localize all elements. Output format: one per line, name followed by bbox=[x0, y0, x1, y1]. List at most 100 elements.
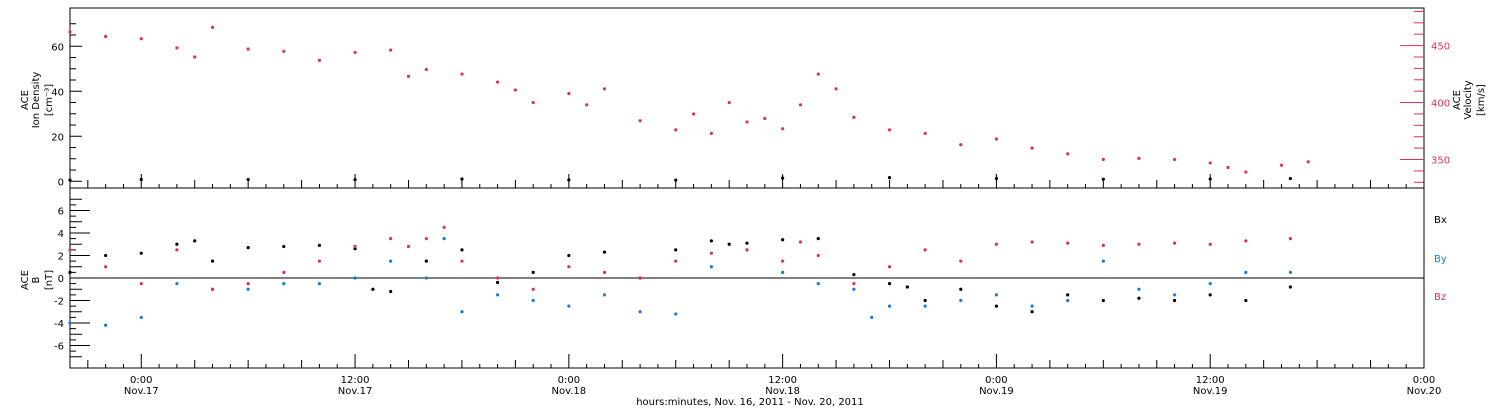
bz-point bbox=[798, 240, 803, 244]
velocity-point bbox=[1137, 156, 1141, 160]
density-point bbox=[674, 178, 678, 182]
by-point bbox=[175, 282, 179, 286]
by-point bbox=[495, 293, 500, 297]
density-point bbox=[781, 176, 785, 180]
velocity-point bbox=[513, 88, 517, 92]
bx-point bbox=[104, 253, 108, 258]
bz-point bbox=[389, 237, 393, 241]
b-label-name: B bbox=[31, 276, 42, 283]
bx-point bbox=[1172, 298, 1177, 303]
by-point bbox=[638, 310, 642, 314]
bx-point bbox=[389, 289, 393, 294]
bz-point bbox=[1030, 240, 1034, 244]
plasma-data-points bbox=[68, 25, 1310, 182]
x-tick-date: Nov.19 bbox=[1193, 386, 1228, 397]
bx-point bbox=[994, 304, 999, 308]
bz-point bbox=[282, 270, 286, 274]
bz-point bbox=[994, 242, 999, 246]
b-label-unit: [nT] bbox=[44, 270, 55, 290]
x-tick-time: 0:00 bbox=[558, 375, 580, 386]
bx-point bbox=[1288, 285, 1292, 289]
velocity-point bbox=[994, 137, 999, 141]
density-label-name: Ion Density bbox=[31, 72, 42, 129]
b-axis-label: ACE B [nT] bbox=[20, 270, 55, 290]
velocity-point bbox=[424, 67, 428, 72]
velocity-point bbox=[68, 30, 72, 34]
velocity-point bbox=[727, 100, 731, 105]
b-tick-label: 4 bbox=[58, 229, 64, 240]
plasma-x-ticks bbox=[69, 174, 1425, 188]
density-point bbox=[246, 177, 250, 182]
b-label-ace: ACE bbox=[20, 270, 31, 290]
by-point bbox=[852, 287, 856, 291]
x-tick-time: 12:00 bbox=[768, 375, 797, 386]
x-tick-date: Nov.19 bbox=[979, 386, 1014, 397]
velocity-point bbox=[852, 115, 856, 119]
density-tick-label: 40 bbox=[51, 87, 64, 98]
bx-point bbox=[193, 239, 197, 243]
bz-point bbox=[781, 259, 785, 263]
b-tick-label: 2 bbox=[58, 252, 64, 263]
plasma-panel: 0 20 40 60 350 400 450 ACE Ion Density [cm⁻³]… bbox=[20, 7, 1487, 189]
velocity-point bbox=[317, 58, 322, 63]
velocity-point bbox=[210, 25, 215, 29]
bz-point bbox=[1172, 241, 1177, 245]
density-point bbox=[1208, 177, 1212, 181]
bx-point bbox=[905, 285, 909, 289]
by-point bbox=[442, 237, 446, 241]
density-y-axis: 0 20 40 60 bbox=[51, 23, 82, 188]
bx-point bbox=[424, 259, 428, 263]
bz-point bbox=[852, 282, 856, 286]
velocity-point bbox=[834, 87, 838, 91]
velocity-point bbox=[709, 131, 713, 135]
by-point bbox=[246, 287, 250, 291]
bz-point bbox=[175, 248, 179, 252]
bx-point bbox=[727, 242, 731, 246]
bz-point bbox=[442, 225, 446, 229]
by-point bbox=[781, 270, 785, 274]
by-point bbox=[567, 304, 571, 308]
bz-point bbox=[139, 282, 143, 286]
velocity-point bbox=[1172, 157, 1177, 162]
legend-bx: Bx bbox=[1434, 215, 1447, 226]
density-tick-label: 0 bbox=[58, 177, 64, 188]
by-point bbox=[870, 315, 874, 319]
bx-point bbox=[68, 270, 72, 274]
bx-point bbox=[745, 241, 749, 245]
legend-by: By bbox=[1434, 254, 1447, 265]
x-tick-date: Nov.17 bbox=[124, 386, 159, 397]
by-point bbox=[1030, 304, 1034, 308]
bx-point bbox=[495, 280, 500, 285]
bx-point bbox=[816, 237, 820, 241]
density-point bbox=[139, 177, 143, 182]
velocity-point bbox=[816, 72, 820, 76]
bx-point bbox=[353, 247, 357, 251]
bz-point bbox=[923, 248, 927, 252]
density-point bbox=[460, 177, 464, 181]
magnetic-x-ticks bbox=[69, 354, 1425, 368]
b-tick-label: -2 bbox=[54, 297, 64, 308]
b-tick-label: -4 bbox=[54, 319, 64, 330]
by-point bbox=[1172, 293, 1177, 297]
by-point bbox=[602, 293, 607, 297]
b-tick-label: 6 bbox=[58, 207, 64, 218]
legend-bz: Bz bbox=[1434, 292, 1446, 303]
bx-point bbox=[210, 259, 215, 263]
density-label-ace: ACE bbox=[20, 90, 31, 110]
density-axis-label: ACE Ion Density [cm⁻³] bbox=[20, 72, 55, 129]
velocity-point bbox=[104, 34, 108, 39]
bz-point bbox=[495, 276, 500, 280]
velocity-point bbox=[531, 100, 535, 105]
velocity-point bbox=[745, 120, 749, 124]
bz-point bbox=[210, 287, 215, 291]
bx-point bbox=[1208, 293, 1212, 297]
bz-point bbox=[406, 244, 411, 249]
by-point bbox=[1208, 282, 1212, 286]
density-point bbox=[567, 178, 571, 182]
by-point bbox=[959, 298, 963, 303]
bx-point bbox=[1137, 296, 1141, 300]
velocity-point bbox=[406, 74, 411, 78]
by-point bbox=[1244, 270, 1248, 274]
x-tick-date: Nov.18 bbox=[765, 386, 800, 397]
